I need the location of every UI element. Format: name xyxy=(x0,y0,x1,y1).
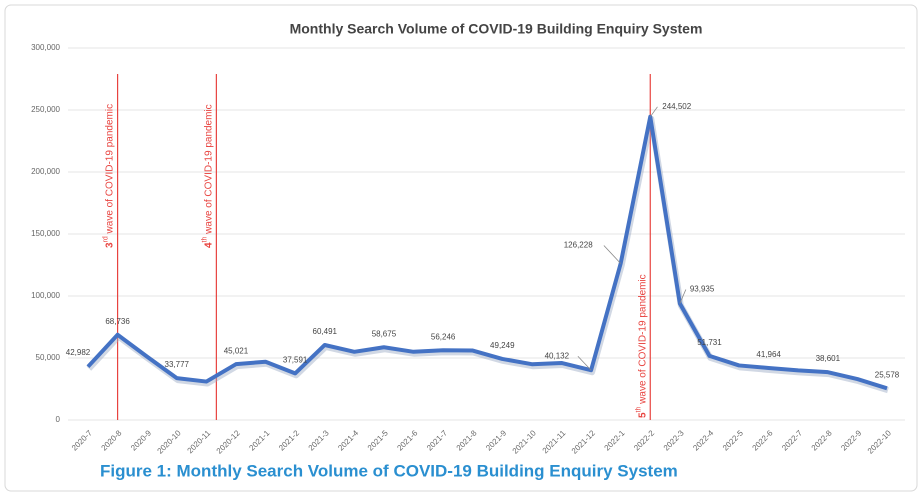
chart-title: Monthly Search Volume of COVID-19 Buildi… xyxy=(290,21,703,37)
wave-ordinal: 4 xyxy=(203,242,214,248)
wave-label: 3rd wave of COVID-19 pandemic xyxy=(102,104,115,248)
data-label: 42,982 xyxy=(66,348,91,357)
y-tick-label: 300,000 xyxy=(31,43,60,52)
wave-ordinal: 5 xyxy=(637,412,648,418)
data-label: 244,502 xyxy=(662,102,691,111)
data-label: 25,578 xyxy=(875,370,900,379)
wave-label: 4th wave of COVID-19 pandemic xyxy=(201,104,214,248)
data-label: 38,601 xyxy=(816,354,841,363)
data-label: 40,132 xyxy=(545,351,570,360)
wave-suffix: rd xyxy=(102,236,109,242)
data-label: 93,935 xyxy=(690,285,715,294)
label-leader xyxy=(679,289,687,304)
data-label: 37,591 xyxy=(283,355,308,364)
data-label: 60,491 xyxy=(313,327,338,336)
data-label: 58,675 xyxy=(372,329,397,338)
data-label: 51,731 xyxy=(697,338,722,347)
y-tick-label: 100,000 xyxy=(31,291,60,300)
data-label: 41,964 xyxy=(756,350,781,359)
wave-suffix: th xyxy=(201,236,208,242)
y-tick-label: 250,000 xyxy=(31,105,60,114)
wave-ordinal: 3 xyxy=(104,242,115,248)
frame xyxy=(4,4,918,492)
data-label: 33,777 xyxy=(165,360,190,369)
data-label: 56,246 xyxy=(431,332,456,341)
wave-label: 5th wave of COVID-19 pandemic xyxy=(635,274,648,418)
label-leader xyxy=(649,106,658,118)
y-tick-label: 50,000 xyxy=(36,353,61,362)
data-label: 68,736 xyxy=(105,317,130,326)
figure-caption: Figure 1: Monthly Search Volume of COVID… xyxy=(100,461,678,480)
wave-text: wave of COVID-19 pandemic xyxy=(104,104,115,236)
wave-suffix: th xyxy=(635,406,642,412)
label-leader xyxy=(603,245,621,264)
y-tick-label: 200,000 xyxy=(31,167,60,176)
data-label: 126,228 xyxy=(564,241,593,250)
data-label: 49,249 xyxy=(490,341,515,350)
series-line xyxy=(86,114,888,391)
y-tick-label: 150,000 xyxy=(31,229,60,238)
wave-text: wave of COVID-19 pandemic xyxy=(637,274,648,406)
y-tick-label: 0 xyxy=(56,415,61,424)
wave-text: wave of COVID-19 pandemic xyxy=(203,104,214,236)
data-label: 45,021 xyxy=(224,346,249,355)
label-leader xyxy=(577,355,592,371)
